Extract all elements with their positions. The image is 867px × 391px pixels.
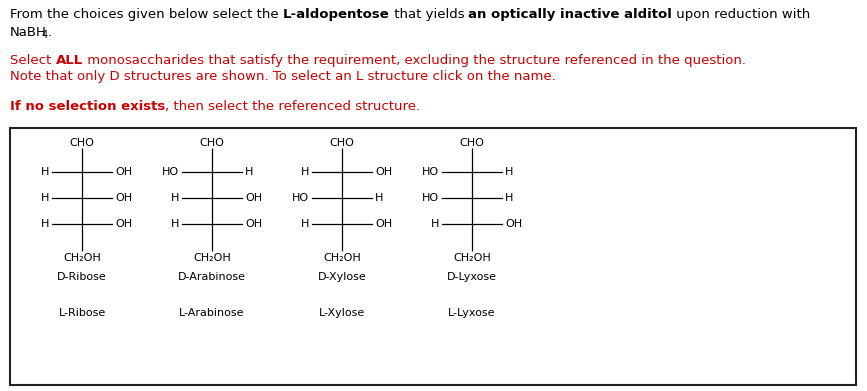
Text: H: H [171, 193, 179, 203]
Text: CH₂OH: CH₂OH [453, 253, 491, 263]
Text: HO: HO [292, 193, 309, 203]
Text: H: H [505, 193, 513, 203]
Text: H: H [301, 219, 309, 229]
Text: NaBH: NaBH [10, 26, 47, 39]
Text: H: H [41, 167, 49, 177]
Text: L-aldopentose: L-aldopentose [283, 8, 389, 21]
Text: ALL: ALL [55, 54, 82, 67]
Text: CHO: CHO [329, 138, 355, 148]
Text: CHO: CHO [199, 138, 225, 148]
Text: L-Xylose: L-Xylose [319, 308, 365, 318]
Text: L-Arabinose: L-Arabinose [179, 308, 244, 318]
Text: CH₂OH: CH₂OH [323, 253, 361, 263]
Text: D-Ribose: D-Ribose [57, 272, 107, 282]
Text: OH: OH [115, 193, 132, 203]
Text: H: H [41, 193, 49, 203]
Text: HO: HO [162, 167, 179, 177]
Text: H: H [431, 219, 439, 229]
Text: OH: OH [375, 167, 392, 177]
Bar [10, 128, 856, 385]
Text: H: H [171, 219, 179, 229]
Text: OH: OH [375, 219, 392, 229]
Text: L-Ribose: L-Ribose [58, 308, 106, 318]
Text: CH₂OH: CH₂OH [63, 253, 101, 263]
Text: .: . [48, 26, 52, 39]
Text: that yields: that yields [389, 8, 468, 21]
Text: D-Lyxose: D-Lyxose [447, 272, 497, 282]
Text: H: H [301, 167, 309, 177]
Text: Select: Select [10, 54, 55, 67]
Text: If no selection exists: If no selection exists [10, 100, 166, 113]
Text: CHO: CHO [460, 138, 485, 148]
Text: H: H [375, 193, 383, 203]
Text: H: H [41, 219, 49, 229]
Text: 4: 4 [42, 30, 49, 40]
Text: Note that only D structures are shown. To select an L structure click on the nam: Note that only D structures are shown. T… [10, 70, 556, 83]
Text: D-Arabinose: D-Arabinose [178, 272, 246, 282]
Text: OH: OH [245, 219, 262, 229]
Text: , then select the referenced structure.: , then select the referenced structure. [166, 100, 420, 113]
Text: L-Lyxose: L-Lyxose [448, 308, 496, 318]
Text: upon reduction with: upon reduction with [673, 8, 811, 21]
Text: HO: HO [422, 167, 439, 177]
Text: CH₂OH: CH₂OH [193, 253, 231, 263]
Text: monosaccharides that satisfy the requirement, excluding the structure referenced: monosaccharides that satisfy the require… [82, 54, 746, 67]
Text: From the choices given below select the: From the choices given below select the [10, 8, 283, 21]
Text: H: H [245, 167, 253, 177]
Text: OH: OH [245, 193, 262, 203]
Text: OH: OH [115, 167, 132, 177]
Text: HO: HO [422, 193, 439, 203]
Text: OH: OH [115, 219, 132, 229]
Text: H: H [505, 167, 513, 177]
Text: an optically inactive alditol: an optically inactive alditol [468, 8, 673, 21]
Text: OH: OH [505, 219, 522, 229]
Text: D-Xylose: D-Xylose [317, 272, 367, 282]
Text: CHO: CHO [69, 138, 95, 148]
